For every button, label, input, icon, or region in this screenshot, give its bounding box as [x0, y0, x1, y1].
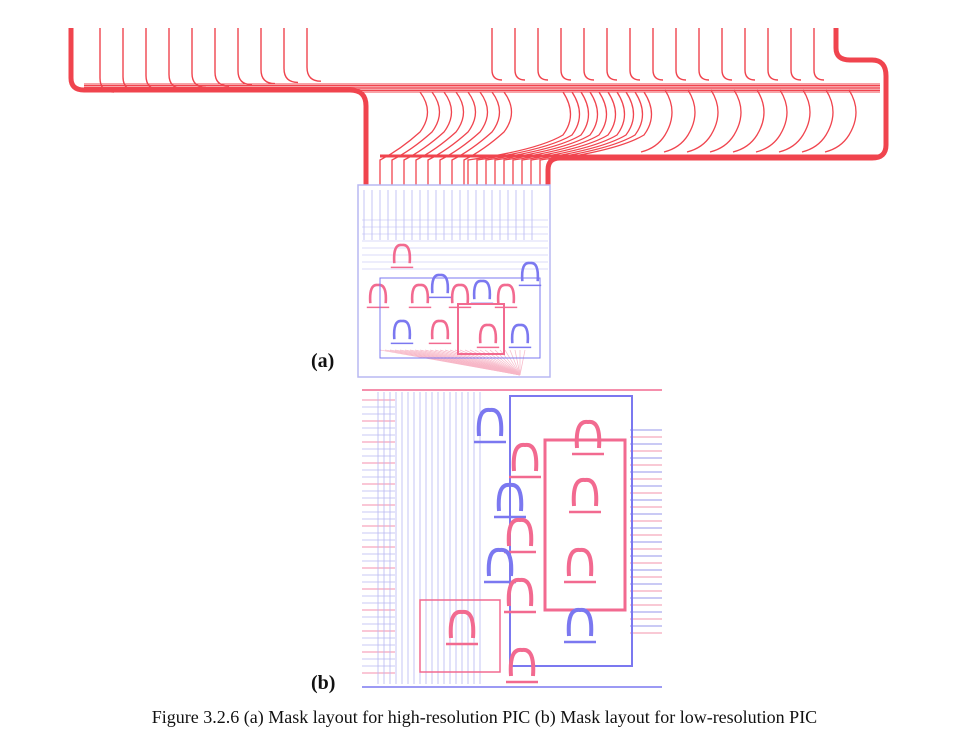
ring-resonator	[571, 477, 599, 507]
waveguide-tip-left	[99, 28, 115, 93]
waveguide-loop	[755, 89, 788, 153]
waveguide-tip-right	[744, 28, 756, 81]
waveguide-tip-left	[283, 28, 299, 84]
figure-caption: Figure 3.2.6 (a) Mask layout for high-re…	[151, 707, 818, 727]
waveguide-tip-left	[214, 28, 230, 87]
ring-resonator	[566, 607, 594, 637]
waveguide-tip-left	[306, 28, 322, 82]
interconnect-a	[457, 303, 505, 355]
panel-b-mask-layout	[362, 389, 662, 688]
waveguide-tip-right	[629, 28, 641, 81]
waveguide-tip-right	[790, 28, 802, 81]
waveguide-loop	[801, 89, 834, 153]
waveguide-sbend	[476, 91, 581, 185]
ring-resonator	[520, 261, 540, 282]
waveguide-loop	[709, 89, 742, 153]
ring-resonator	[510, 323, 530, 344]
ring-resonator	[450, 283, 470, 304]
waveguide-tip-left	[122, 28, 138, 92]
waveguide-sbend	[467, 91, 572, 185]
waveguide-tip-right	[813, 28, 825, 81]
ring-resonator	[392, 319, 412, 340]
ring-resonator	[472, 279, 492, 300]
chip-outline-a	[357, 184, 551, 378]
ring-resonator	[476, 407, 504, 437]
panel-a-mask-layout	[357, 184, 551, 378]
waveguide-tip-right	[652, 28, 664, 81]
waveguide-tip-right	[721, 28, 733, 81]
fanout-trace	[504, 349, 521, 376]
waveguide-loop	[778, 89, 811, 153]
waveguide-tip-right	[698, 28, 710, 81]
waveguide-tip-left	[191, 28, 207, 88]
ring-resonator	[506, 577, 534, 607]
waveguide-loop	[663, 89, 696, 153]
ring-resonator	[392, 243, 412, 264]
waveguide-sbend	[451, 91, 501, 185]
ring-resonator	[496, 482, 524, 512]
waveguide-loop	[824, 89, 857, 153]
ring-resonator	[430, 319, 450, 340]
waveguide-sbend	[485, 91, 590, 185]
waveguide-trunk-left	[68, 28, 369, 185]
ring-resonator	[478, 323, 498, 344]
waveguide-tip-right	[767, 28, 779, 81]
ring-resonator	[368, 283, 388, 304]
waveguide-tip-left	[145, 28, 161, 91]
waveguide-tip-right	[514, 28, 526, 81]
fanout-trace	[514, 349, 521, 376]
waveguide-tip-left	[168, 28, 184, 90]
waveguide-loop	[686, 89, 719, 153]
waveguide-tip-right	[675, 28, 687, 81]
interconnect-b	[419, 599, 501, 673]
ring-resonator	[508, 647, 536, 677]
waveguide-loop	[732, 89, 765, 153]
waveguide-tip-right	[583, 28, 595, 81]
ring-resonator	[574, 419, 602, 449]
waveguide-tip-left	[260, 28, 276, 85]
ring-resonator	[486, 547, 514, 577]
interconnect-b	[509, 395, 633, 667]
waveguide-loop	[640, 89, 673, 153]
panel-a-label: (a)	[311, 350, 335, 372]
interconnect-a	[379, 277, 541, 359]
ring-resonator	[430, 273, 450, 294]
fanout-trace	[509, 349, 521, 376]
waveguide-tip-left	[237, 28, 253, 86]
ring-resonator	[448, 609, 476, 639]
waveguide-tip-right	[560, 28, 572, 81]
panel-b-label: (b)	[311, 672, 336, 694]
ring-resonator	[566, 547, 594, 577]
waveguide-tip-right	[606, 28, 618, 81]
waveguide-tip-right	[537, 28, 549, 81]
ring-resonator	[496, 283, 516, 304]
fanout-waveguide-bundle	[68, 28, 889, 185]
ring-resonator	[511, 442, 539, 472]
interconnect-b	[543, 438, 627, 612]
waveguide-tip-right	[491, 28, 503, 81]
fanout-trace	[519, 349, 526, 376]
ring-resonator	[410, 283, 430, 304]
ring-resonator	[506, 517, 534, 547]
